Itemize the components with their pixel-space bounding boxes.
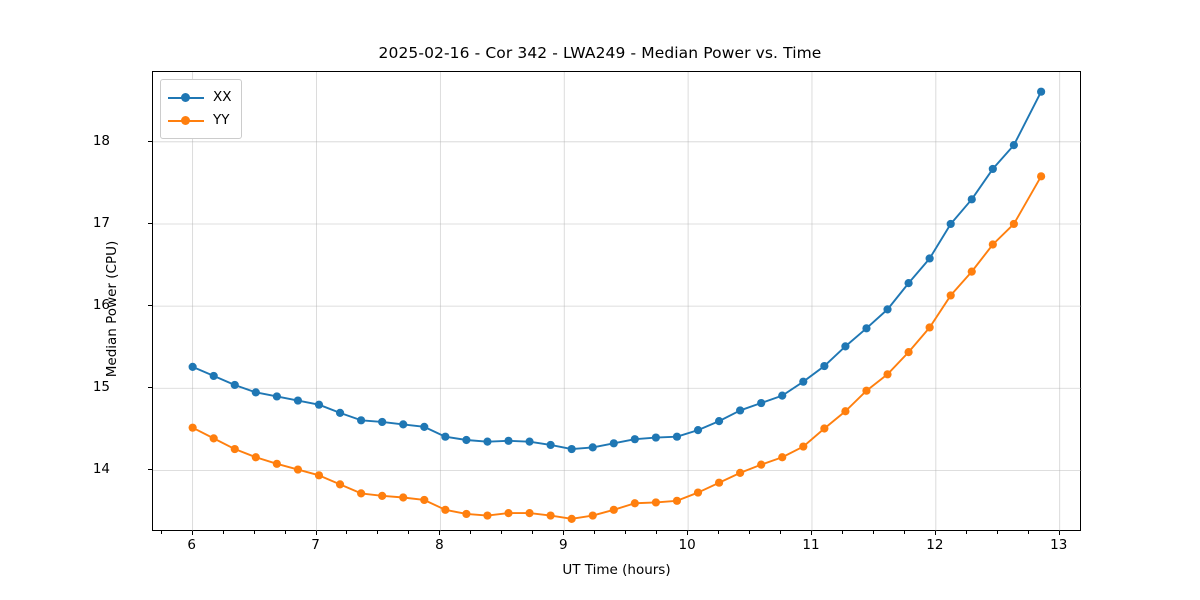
y-tick-mark	[148, 387, 152, 389]
y-tick-label: 15	[92, 379, 110, 396]
y-tick-label: 14	[92, 461, 110, 478]
x-tick-minor-mark	[872, 531, 874, 534]
x-tick-minor-mark	[253, 531, 255, 534]
legend-marker-icon	[168, 91, 204, 105]
x-tick-mark	[934, 531, 936, 535]
legend-item-xx[interactable]: XX	[168, 86, 232, 109]
x-tick-minor-mark	[749, 531, 751, 534]
x-tick-mark	[315, 531, 317, 535]
x-tick-minor-mark	[1027, 531, 1029, 534]
legend-label: YY	[213, 111, 230, 128]
x-tick-minor-mark	[656, 531, 658, 534]
x-tick-mark	[191, 531, 193, 535]
x-tick-minor-mark	[408, 531, 410, 534]
x-tick-minor-mark	[780, 531, 781, 534]
x-tick-label: 8	[435, 537, 444, 553]
x-tick-mark	[439, 531, 441, 535]
x-tick-label: 7	[311, 537, 320, 553]
x-tick-label: 9	[558, 537, 568, 553]
y-tick-label: 18	[92, 132, 110, 149]
x-tick-mark	[563, 531, 565, 535]
x-tick-minor-mark	[996, 531, 998, 534]
legend-marker-icon	[168, 114, 204, 128]
chart-title: 2025-02-16 - Cor 342 - LWA249 - Median P…	[378, 44, 822, 62]
x-tick-minor-mark	[532, 531, 534, 534]
x-tick-minor-mark	[470, 531, 472, 534]
x-axis-label: UT Time (hours)	[562, 562, 671, 578]
x-tick-label: 12	[926, 537, 944, 553]
x-tick-label: 11	[802, 537, 820, 553]
x-tick-mark	[810, 531, 812, 535]
legend: XX YY	[160, 79, 242, 139]
y-tick-label: 17	[92, 214, 110, 231]
x-tick-minor-mark	[594, 531, 596, 534]
y-tick-label: 16	[92, 297, 110, 314]
x-tick-minor-mark	[284, 531, 286, 534]
x-tick-minor-mark	[841, 531, 843, 534]
x-tick-mark	[1058, 531, 1060, 535]
x-tick-minor-mark	[903, 531, 905, 534]
x-tick-label: 10	[678, 537, 696, 553]
plot-svg	[153, 72, 1082, 532]
x-tick-mark	[687, 531, 689, 535]
x-tick-minor-mark	[501, 531, 503, 534]
y-tick-mark	[148, 222, 152, 224]
y-tick-mark	[148, 469, 152, 471]
legend-item-yy[interactable]: YY	[168, 109, 232, 132]
x-tick-label: 6	[187, 537, 196, 553]
plot-area	[152, 71, 1082, 532]
x-tick-label: 13	[1050, 537, 1068, 553]
x-tick-minor-mark	[346, 531, 348, 534]
x-tick-minor-mark	[625, 531, 627, 534]
y-tick-mark	[148, 140, 152, 142]
x-tick-minor-mark	[160, 531, 162, 534]
y-tick-mark	[148, 305, 152, 307]
x-tick-minor-mark	[965, 531, 967, 534]
x-tick-minor-mark	[718, 531, 720, 534]
legend-label: XX	[213, 88, 232, 105]
x-tick-minor-mark	[222, 531, 224, 534]
x-tick-minor-mark	[377, 531, 379, 534]
y-axis-label: Median Power (CPU)	[104, 240, 120, 378]
